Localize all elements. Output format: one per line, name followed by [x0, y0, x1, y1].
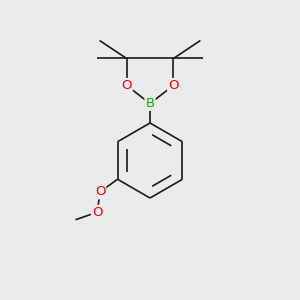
Text: B: B	[146, 97, 154, 110]
Text: O: O	[92, 206, 102, 219]
Text: O: O	[95, 185, 105, 198]
Text: O: O	[168, 79, 179, 92]
Text: O: O	[121, 79, 132, 92]
